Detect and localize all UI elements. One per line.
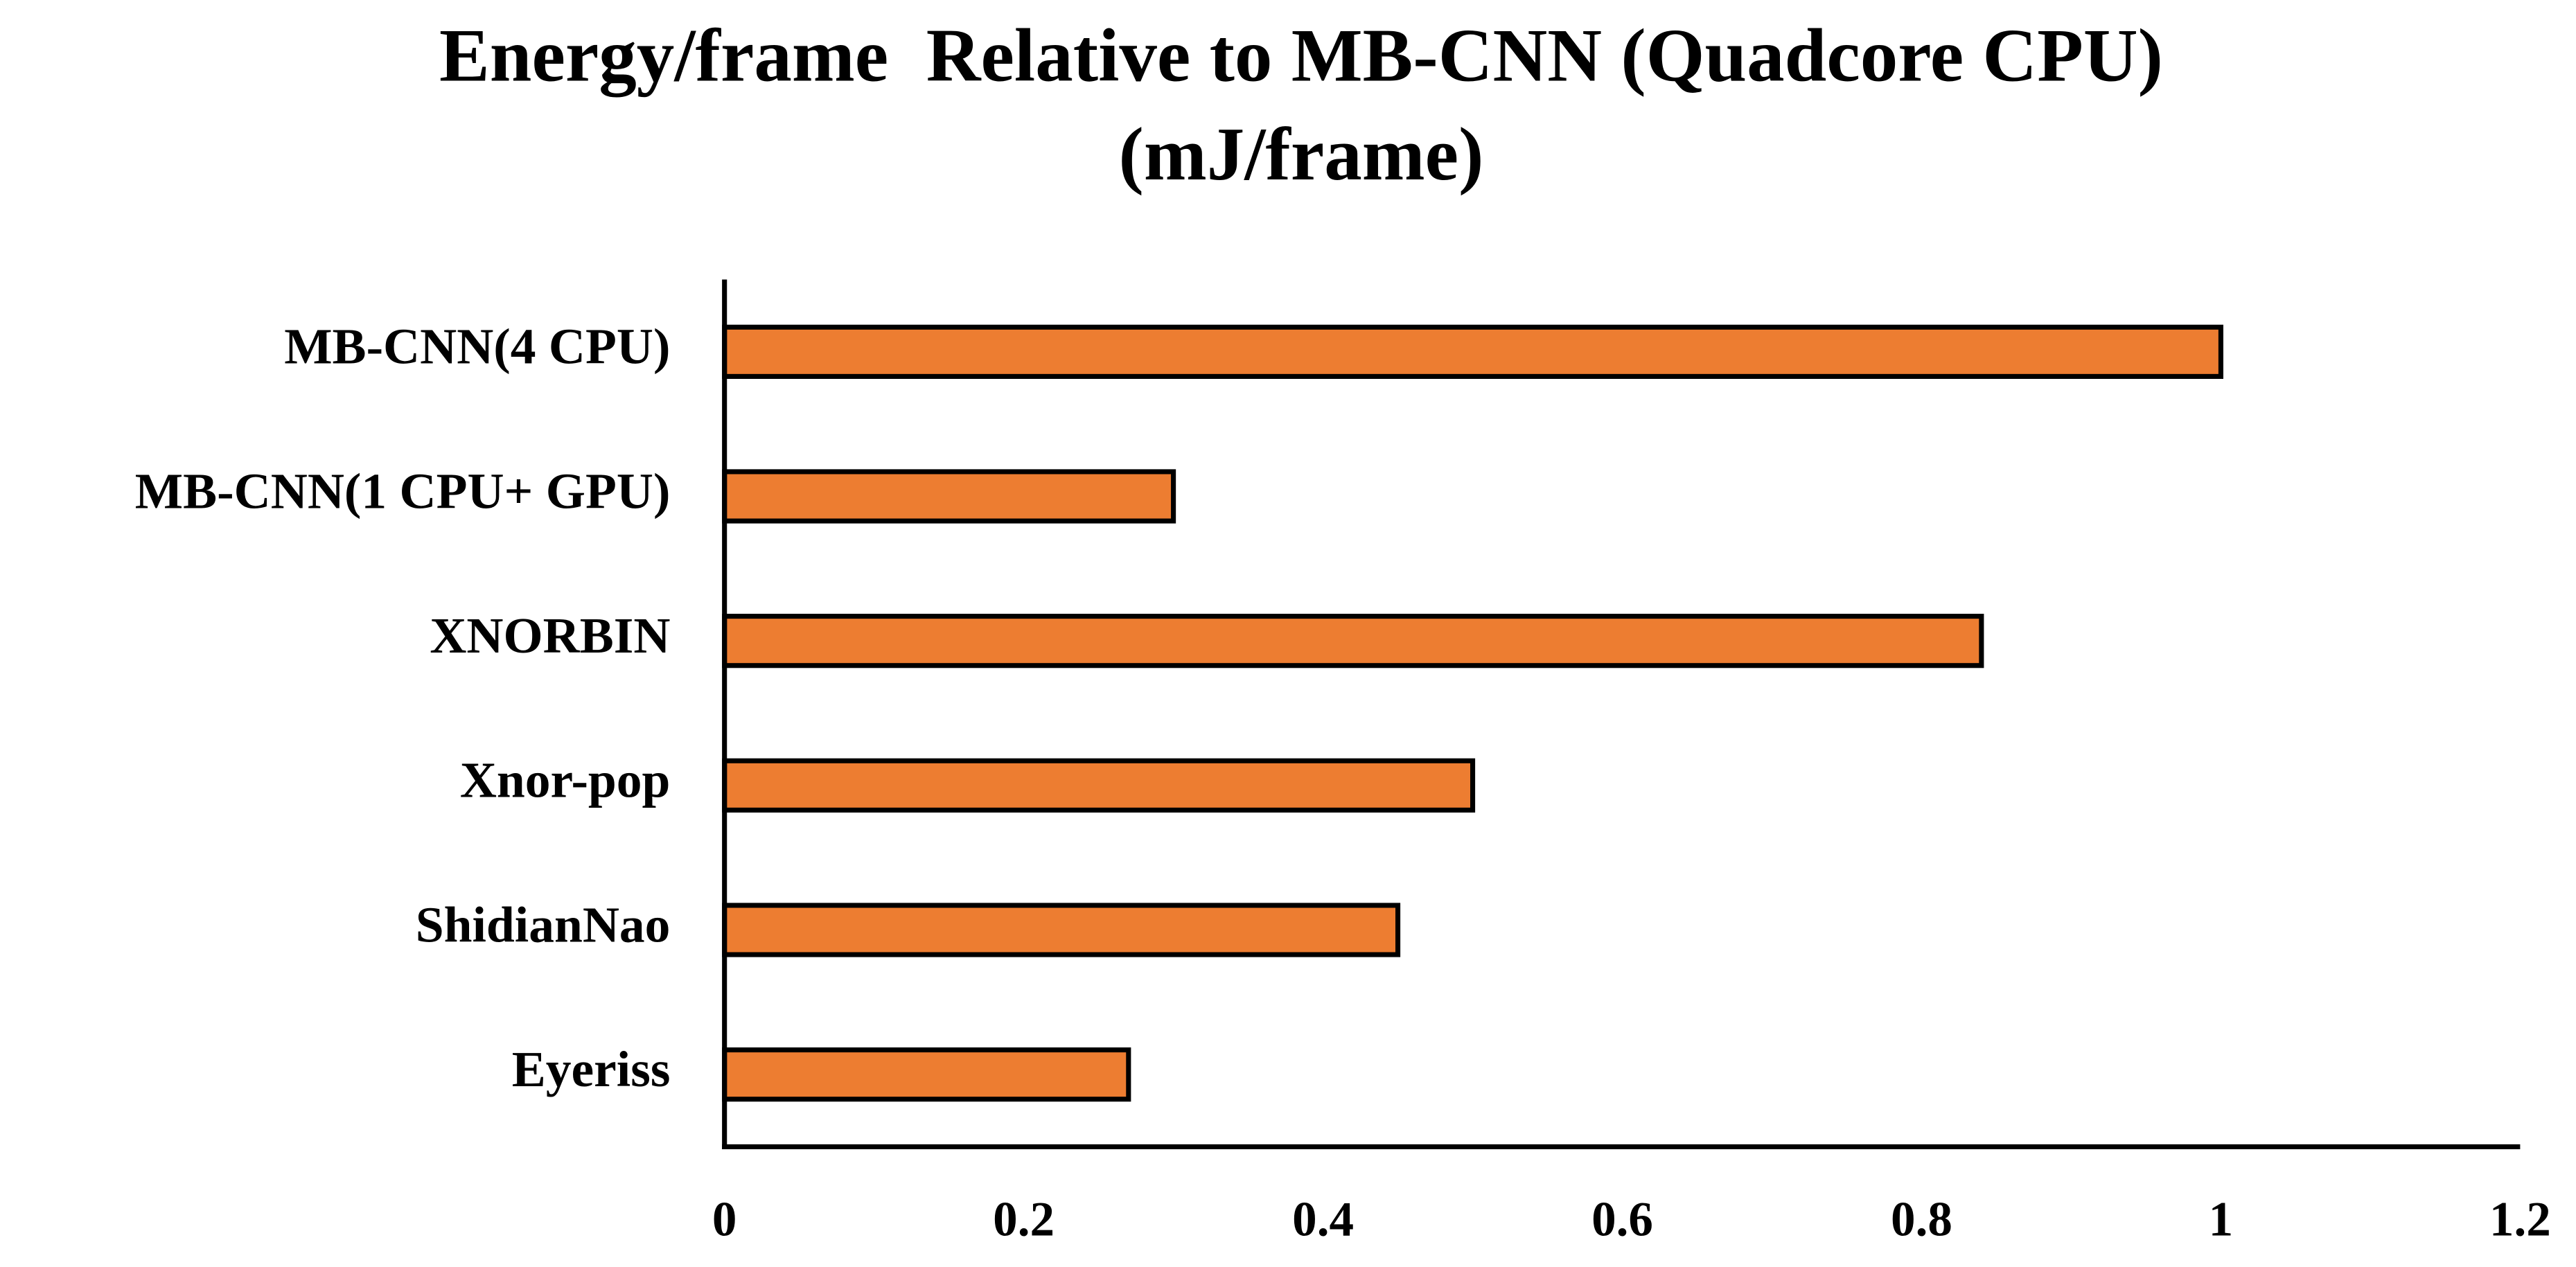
x-tick-label: 0.6	[1591, 1192, 1653, 1246]
bar	[722, 324, 2223, 379]
x-tick-label: 1.2	[2489, 1192, 2551, 1246]
x-tick-label: 1	[2209, 1192, 2234, 1246]
x-tick-label: 0.2	[993, 1192, 1055, 1246]
y-tick-label: XNORBIN	[430, 608, 670, 664]
x-tick-label: 0.4	[1292, 1192, 1354, 1246]
x-tick-label: 0.8	[1891, 1192, 1952, 1246]
title-box: Energy/frame Relative to MB-CNN (Quadcor…	[439, 13, 2163, 196]
bar	[722, 1047, 1131, 1102]
y-tick-label: MB-CNN(4 CPU)	[284, 319, 670, 375]
bar	[722, 469, 1176, 524]
bar	[722, 614, 1984, 668]
y-tick-label: Xnor-pop	[460, 752, 671, 808]
x-tick-label: 0	[712, 1192, 737, 1246]
y-tick-label: Eyeriss	[512, 1041, 671, 1097]
y-tick-label: MB-CNN(1 CPU+ GPU)	[135, 463, 671, 519]
bar	[722, 903, 1401, 957]
bar	[722, 758, 1476, 813]
chart-title: Energy/frame Relative to MB-CNN (Quadcor…	[439, 13, 2163, 196]
y-tick-label: ShidianNao	[416, 896, 671, 953]
